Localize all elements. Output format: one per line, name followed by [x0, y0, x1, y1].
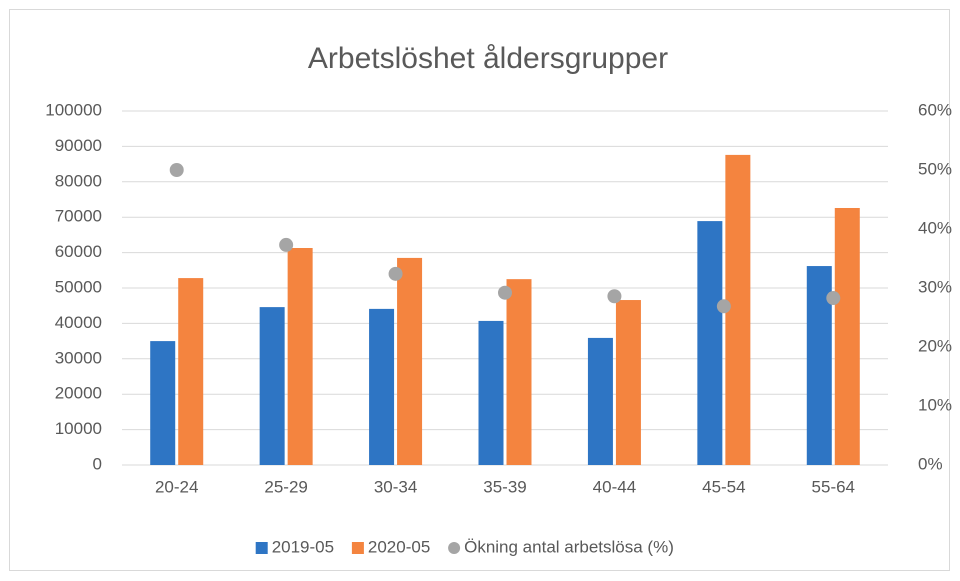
x-tick-label: 20-24: [155, 477, 198, 496]
y-tick-label: 90000: [55, 136, 102, 155]
bar: [697, 221, 723, 465]
chart-title: Arbetslöshet åldersgrupper: [308, 42, 668, 75]
legend-marker: [255, 542, 268, 554]
bar: [587, 337, 613, 465]
point: [498, 285, 512, 300]
legend-label: 2019-05: [272, 537, 334, 556]
point: [388, 266, 403, 281]
bar: [287, 247, 313, 465]
point: [826, 291, 841, 306]
y-tick-label: 100000: [45, 100, 102, 119]
bar: [478, 320, 504, 465]
y-tick-label: 10000: [55, 419, 102, 438]
legend-label: 2020-05: [368, 537, 430, 556]
y2-tick-label: 50%: [918, 159, 952, 178]
chart-border: [9, 9, 950, 571]
legend-label: Ökning antal arbetslösa (%): [464, 537, 674, 556]
point: [169, 163, 184, 177]
y-tick-label: 60000: [55, 242, 102, 261]
legend-marker: [351, 542, 364, 554]
y-tick-label: 20000: [55, 384, 102, 403]
bar: [397, 257, 423, 465]
y-tick-label: 30000: [55, 348, 102, 367]
bar: [615, 300, 641, 465]
bar: [834, 207, 860, 465]
point: [716, 299, 731, 314]
bar: [150, 341, 176, 465]
point: [607, 289, 622, 304]
y-tick-label: 50000: [55, 277, 102, 296]
point: [279, 237, 294, 252]
x-tick-label: 25-29: [264, 477, 307, 496]
y2-tick-label: 20%: [918, 336, 952, 355]
y-tick-label: 40000: [55, 313, 102, 332]
x-tick-label: 45-54: [702, 477, 745, 496]
bar: [178, 278, 204, 465]
legend-marker: [448, 542, 461, 554]
y2-tick-label: 30%: [918, 277, 952, 296]
y-tick-label: 70000: [55, 207, 102, 226]
x-tick-label: 35-39: [483, 477, 526, 496]
bar: [369, 308, 395, 465]
x-tick-label: 30-34: [374, 477, 417, 496]
x-tick-label: 40-44: [593, 477, 636, 496]
y2-tick-label: 0%: [918, 454, 943, 473]
bar: [259, 307, 285, 465]
y2-tick-label: 40%: [918, 218, 952, 237]
x-tick-label: 55-64: [812, 477, 855, 496]
bar: [506, 279, 532, 465]
y-tick-label: 0: [93, 454, 102, 473]
y-tick-label: 80000: [55, 171, 102, 190]
y2-tick-label: 60%: [918, 100, 952, 119]
y2-tick-label: 10%: [918, 395, 952, 414]
